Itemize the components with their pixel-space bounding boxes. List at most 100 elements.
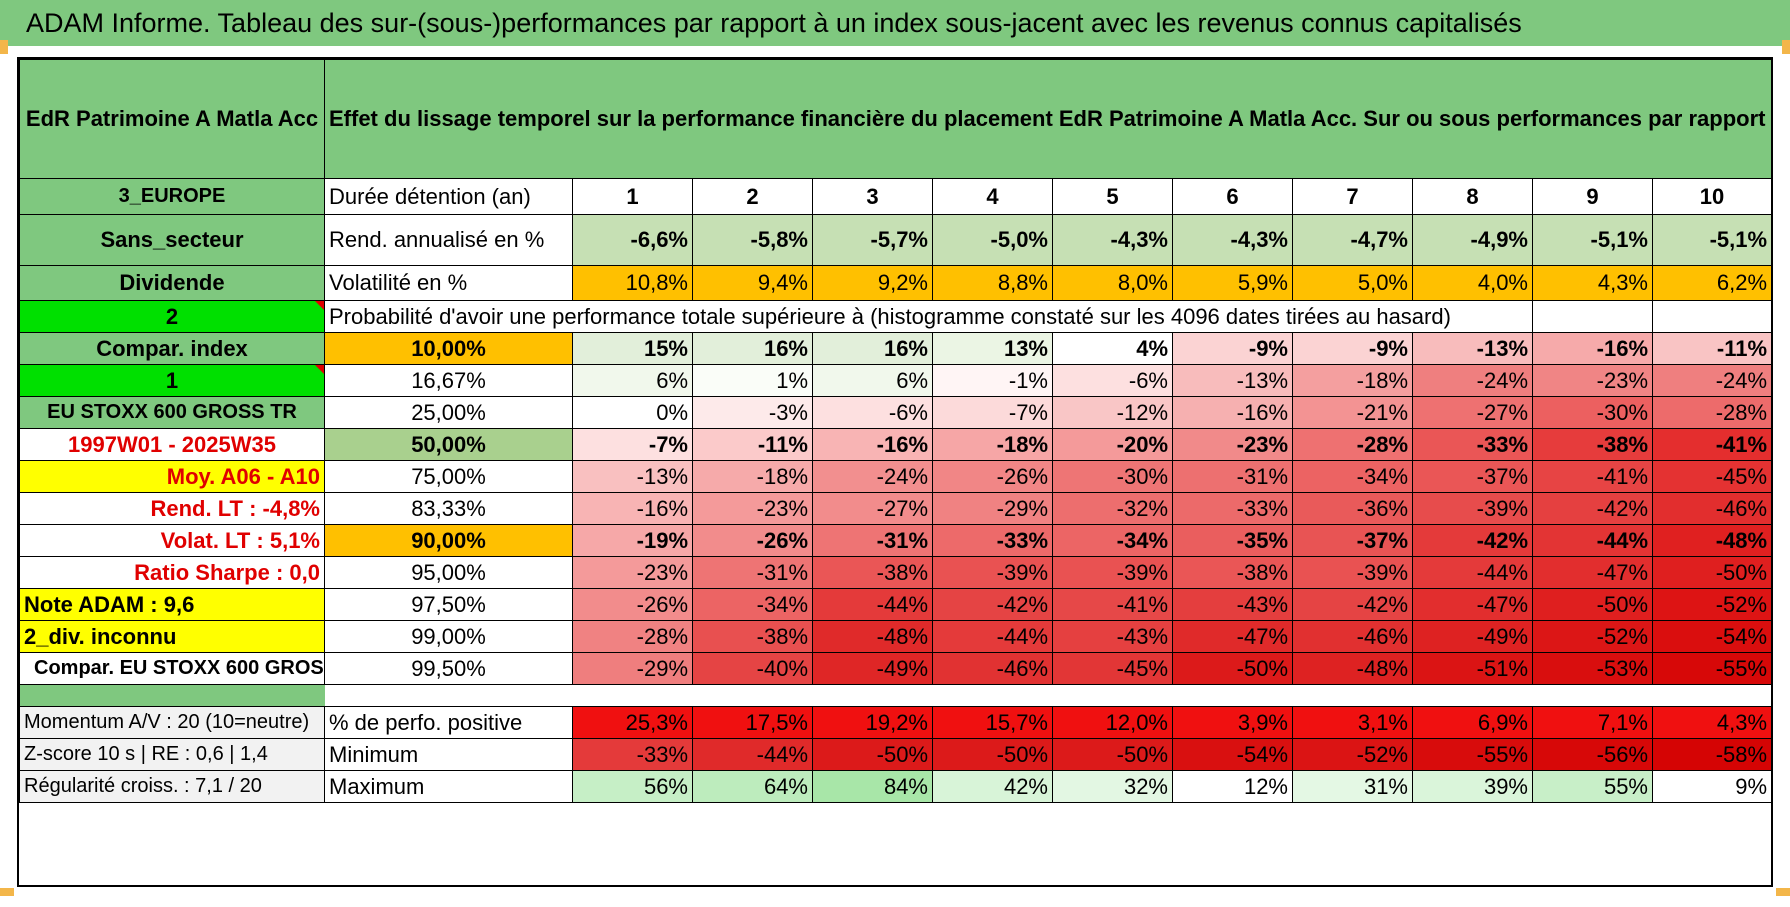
perf-cell: 1% bbox=[692, 364, 813, 397]
perf-cell: 6% bbox=[572, 364, 693, 397]
year-header: 7 bbox=[1292, 178, 1413, 215]
maximum-cell: 9% bbox=[1651, 770, 1773, 803]
perf-cell: -3% bbox=[692, 396, 813, 429]
perf-cell: -28% bbox=[1651, 396, 1773, 429]
perf-cell: -50% bbox=[1651, 556, 1773, 589]
perf-cell: 0% bbox=[572, 396, 693, 429]
performance-sheet: EdR Patrimoine A Matla Acc Effet du liss… bbox=[17, 57, 1773, 887]
perf-cell: -44% bbox=[812, 588, 933, 621]
rend-cell: -5,1% bbox=[1532, 214, 1653, 266]
percentile-row: Moy. A06 - A10 75,00% -13% -18% -24% -26… bbox=[19, 460, 1773, 493]
perf-cell: -31% bbox=[1172, 460, 1293, 493]
perf-cell: -47% bbox=[1532, 556, 1653, 589]
rend-cell: -5,8% bbox=[692, 214, 813, 266]
perf-cell: -47% bbox=[1412, 588, 1533, 621]
perf-pos-cell: 3,9% bbox=[1172, 706, 1293, 739]
perf-cell: -42% bbox=[1532, 492, 1653, 525]
perf-cell: -13% bbox=[572, 460, 693, 493]
perf-cell: -54% bbox=[1651, 620, 1773, 653]
perf-cell: -41% bbox=[1651, 428, 1773, 461]
empty-cell bbox=[1532, 300, 1653, 333]
perf-cell: -9% bbox=[1292, 332, 1413, 365]
resize-handle-right[interactable] bbox=[1782, 40, 1790, 54]
perf-cell: -47% bbox=[1172, 620, 1293, 653]
year-header: 1 bbox=[572, 178, 693, 215]
year-header: 5 bbox=[1052, 178, 1173, 215]
sector-label: Sans_secteur bbox=[19, 214, 325, 266]
perf-cell: -45% bbox=[1651, 460, 1773, 493]
perf-cell: -26% bbox=[692, 524, 813, 557]
rend-cell: -5,7% bbox=[812, 214, 933, 266]
perf-cell: -16% bbox=[572, 492, 693, 525]
perf-cell: -21% bbox=[1292, 396, 1413, 429]
perf-cell: -31% bbox=[692, 556, 813, 589]
rend-cell: -5,0% bbox=[932, 214, 1053, 266]
pct-label: 25,00% bbox=[324, 396, 573, 429]
volat-cell: 8,0% bbox=[1052, 265, 1173, 301]
year-header: 3 bbox=[812, 178, 933, 215]
perf-cell: -16% bbox=[1172, 396, 1293, 429]
perf-cell: -32% bbox=[1052, 492, 1173, 525]
maximum-label: Maximum bbox=[324, 770, 573, 803]
pct-label: 16,67% bbox=[324, 364, 573, 397]
perf-cell: -52% bbox=[1532, 620, 1653, 653]
fund-name: EdR Patrimoine A Matla Acc bbox=[25, 106, 319, 131]
note-adam-label: Note ADAM : 9,6 bbox=[19, 588, 325, 621]
resize-handle-bottom-right[interactable] bbox=[1776, 888, 1790, 896]
minimum-cell: -44% bbox=[692, 738, 813, 771]
perf-cell: -18% bbox=[932, 428, 1053, 461]
perf-cell: -49% bbox=[1412, 620, 1533, 653]
perf-cell: -23% bbox=[572, 556, 693, 589]
spacer-row bbox=[19, 684, 1773, 707]
perf-cell: -23% bbox=[692, 492, 813, 525]
perf-pos-row: Momentum A/V : 20 (10=neutre) % de perfo… bbox=[19, 706, 1773, 739]
perf-cell: -46% bbox=[932, 652, 1053, 685]
perf-cell: -34% bbox=[1052, 524, 1173, 557]
perf-cell: -24% bbox=[1651, 364, 1773, 397]
div-inconnu-label: 2_div. inconnu bbox=[19, 620, 325, 653]
perf-cell: -38% bbox=[692, 620, 813, 653]
perf-cell: -28% bbox=[1292, 428, 1413, 461]
flag-2-cell[interactable]: 2 bbox=[19, 300, 325, 333]
percentile-row: Compar. EU STOXX 600 GROSS TR 99,50% -29… bbox=[19, 652, 1773, 685]
perf-pos-cell: 17,5% bbox=[692, 706, 813, 739]
pct-label: 95,00% bbox=[324, 556, 573, 589]
year-header: 8 bbox=[1412, 178, 1533, 215]
period-label: 1997W01 - 2025W35 bbox=[19, 428, 325, 461]
volat-cell: 5,0% bbox=[1292, 265, 1413, 301]
perf-cell: -35% bbox=[1172, 524, 1293, 557]
rend-cell: -6,6% bbox=[572, 214, 693, 266]
maximum-cell: 84% bbox=[812, 770, 933, 803]
perf-cell: -42% bbox=[1412, 524, 1533, 557]
perf-cell: -20% bbox=[1052, 428, 1173, 461]
rend-cell: -5,1% bbox=[1651, 214, 1773, 266]
perf-cell: -55% bbox=[1651, 652, 1773, 685]
volat-cell: 4,0% bbox=[1412, 265, 1533, 301]
flag-1-cell[interactable]: 1 bbox=[19, 364, 325, 397]
spacer-cell bbox=[19, 684, 325, 707]
year-header: 6 bbox=[1172, 178, 1293, 215]
resize-handle-bottom-left[interactable] bbox=[0, 888, 14, 896]
perf-cell: -41% bbox=[1052, 588, 1173, 621]
volat-label: Volatilité en % bbox=[324, 265, 573, 301]
perf-cell: -9% bbox=[1172, 332, 1293, 365]
sharpe-label: Ratio Sharpe : 0,0 bbox=[19, 556, 325, 589]
rend-lt-label: Rend. LT : -4,8% bbox=[19, 492, 325, 525]
perf-cell: -30% bbox=[1052, 460, 1173, 493]
perf-cell: 4% bbox=[1052, 332, 1173, 365]
percentile-row: Volat. LT : 5,1% 90,00% -19% -26% -31% -… bbox=[19, 524, 1773, 557]
volat-cell: 10,8% bbox=[572, 265, 693, 301]
rend-label: Rend. annualisé en % bbox=[324, 214, 573, 266]
resize-handle-left[interactable] bbox=[0, 40, 8, 54]
momentum-label: Momentum A/V : 20 (10=neutre) bbox=[19, 706, 325, 739]
perf-cell: -39% bbox=[1412, 492, 1533, 525]
perf-cell: -6% bbox=[1052, 364, 1173, 397]
perf-cell: -28% bbox=[572, 620, 693, 653]
pct-label: 83,33% bbox=[324, 492, 573, 525]
minimum-cell: -33% bbox=[572, 738, 693, 771]
moy-label: Moy. A06 - A10 bbox=[19, 460, 325, 493]
volat-cell: 9,4% bbox=[692, 265, 813, 301]
perf-cell: -11% bbox=[1651, 332, 1773, 365]
perf-cell: 6% bbox=[812, 364, 933, 397]
percentile-row: Ratio Sharpe : 0,0 95,00% -23% -31% -38%… bbox=[19, 556, 1773, 589]
